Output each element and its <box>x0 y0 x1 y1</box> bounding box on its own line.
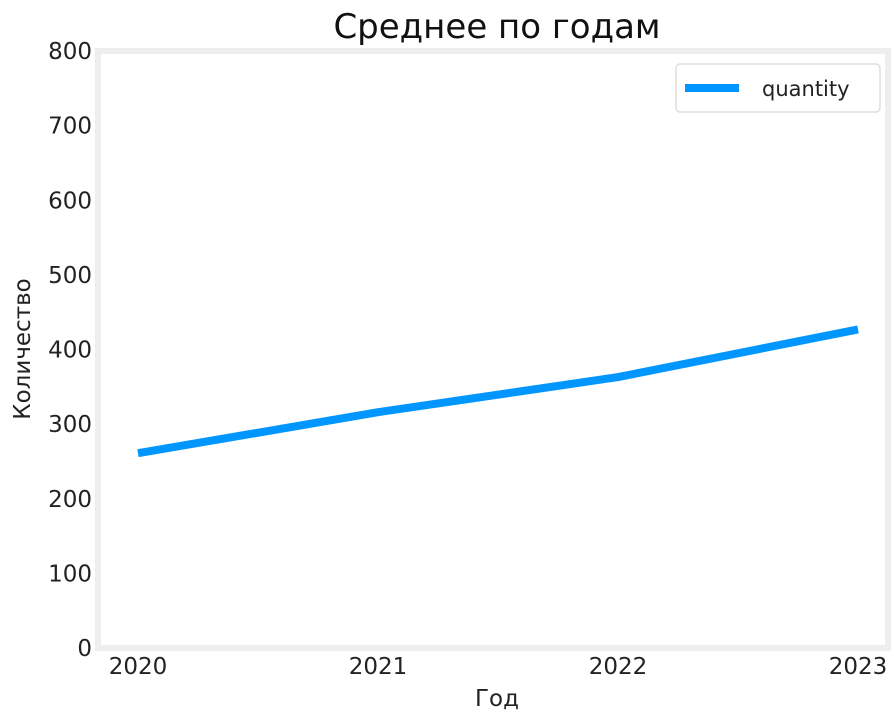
x-tick-label: 2021 <box>349 654 408 680</box>
legend-label-quantity: quantity <box>762 77 850 101</box>
x-tick-label: 2020 <box>109 654 168 680</box>
y-tick-label: 400 <box>48 338 92 364</box>
x-axis-label: Год <box>475 686 519 712</box>
x-tick-label: 2022 <box>589 654 648 680</box>
y-tick-label: 0 <box>77 636 92 662</box>
y-tick-label: 800 <box>48 39 92 65</box>
series-line-quantity <box>137 325 859 458</box>
y-tick-label: 200 <box>48 487 92 513</box>
x-tick-label: 2023 <box>829 654 888 680</box>
y-tick-label: 100 <box>48 561 92 587</box>
y-tick-label: 700 <box>48 114 92 140</box>
y-axis-ticks: 0 100 200 300 400 500 600 700 800 <box>48 39 92 662</box>
y-axis-label: Количество <box>10 278 36 419</box>
y-tick-label: 500 <box>48 263 92 289</box>
legend: quantity <box>675 63 881 113</box>
legend-box <box>675 63 881 113</box>
y-tick-label: 300 <box>48 412 92 438</box>
y-tick-label: 600 <box>48 188 92 214</box>
x-axis-ticks: 2020 2021 2022 2023 <box>109 654 888 680</box>
series-layer <box>137 325 859 458</box>
chart-title: Среднее по годам <box>333 7 660 47</box>
